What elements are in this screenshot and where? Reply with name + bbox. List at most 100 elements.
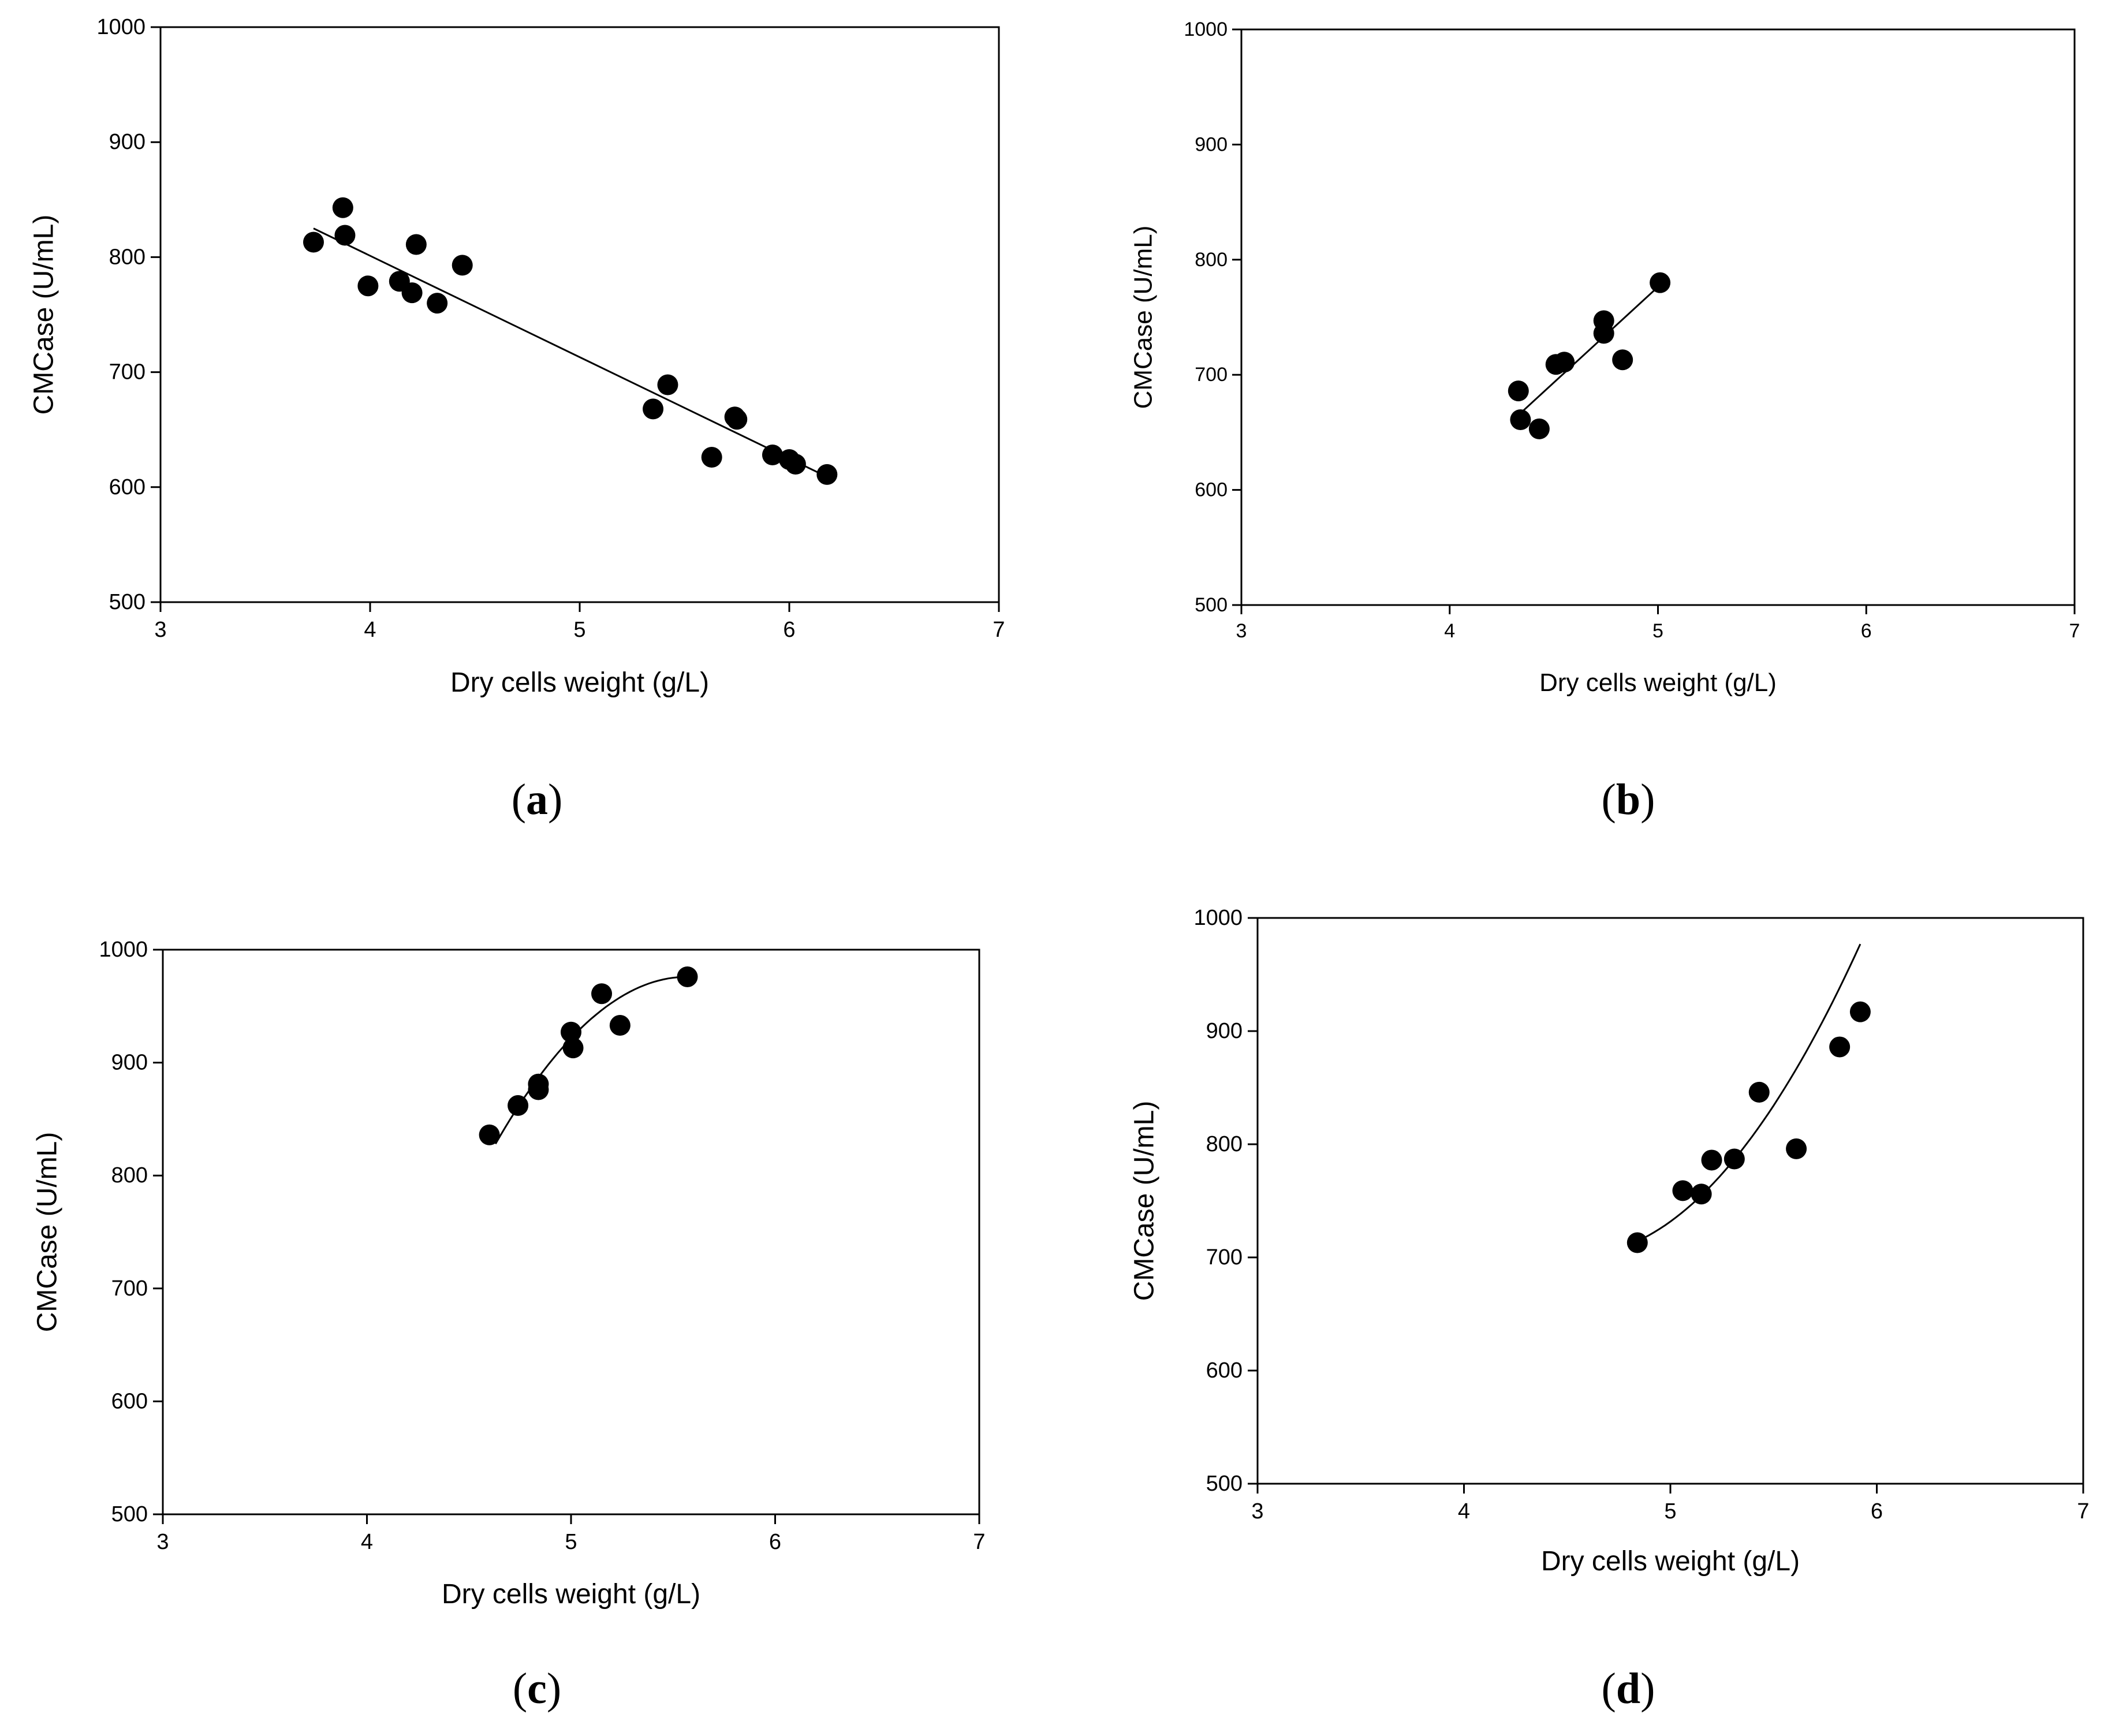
x-tick-label: 6 xyxy=(1871,1499,1883,1524)
y-tick-label: 700 xyxy=(1195,364,1228,386)
x-tick-label: 4 xyxy=(1458,1499,1470,1524)
fit-line xyxy=(313,227,827,478)
data-point xyxy=(427,293,448,314)
data-point xyxy=(1508,380,1529,402)
y-tick-label: 800 xyxy=(109,245,146,269)
data-point xyxy=(1786,1138,1807,1159)
x-tick-label: 7 xyxy=(973,1530,985,1554)
data-point xyxy=(332,197,353,218)
x-tick-label: 7 xyxy=(2069,620,2080,642)
data-point xyxy=(357,275,379,297)
data-point xyxy=(508,1095,529,1116)
data-point xyxy=(1829,1036,1851,1058)
plot-frame xyxy=(1256,917,2084,1485)
panel-label: (d) xyxy=(1602,1664,1655,1713)
y-tick-label: 900 xyxy=(109,130,146,154)
x-tick-label: 4 xyxy=(1444,620,1455,642)
y-tick-label: 600 xyxy=(1195,479,1228,501)
data-point xyxy=(1650,272,1671,293)
y-tick-label: 500 xyxy=(109,590,146,614)
y-tick-label: 700 xyxy=(109,360,146,384)
x-tick-label: 5 xyxy=(1664,1499,1676,1524)
y-axis-label: CMCase (U/mL) xyxy=(1129,1101,1160,1301)
x-tick-label: 5 xyxy=(573,618,585,642)
x-tick-label: 5 xyxy=(1652,620,1663,642)
data-point xyxy=(528,1073,549,1095)
data-point xyxy=(401,282,423,304)
data-point xyxy=(1849,1001,1871,1022)
data-point xyxy=(816,464,838,485)
y-tick-label: 600 xyxy=(1206,1358,1243,1383)
x-axis-label: Dry cells weight (g/L) xyxy=(442,1579,700,1610)
data-point xyxy=(1691,1184,1712,1205)
data-point xyxy=(561,1021,581,1043)
y-axis-label: CMCase (U/mL) xyxy=(32,1132,63,1332)
y-tick-label: 800 xyxy=(1195,249,1228,271)
x-axis-label: Dry cells weight (g/L) xyxy=(1539,669,1777,697)
data-point xyxy=(657,374,678,395)
panel-label: (b) xyxy=(1602,775,1655,824)
fit-line xyxy=(1517,284,1661,416)
data-point xyxy=(405,234,427,255)
fit-line xyxy=(1643,943,1861,1240)
chart-panel-b: 500 600 700 800 900 1000 3 4 5 6 7 Dry cells weight… xyxy=(1129,18,2080,824)
data-point xyxy=(726,409,748,430)
y-tick-label: 700 xyxy=(1206,1245,1243,1270)
data-point xyxy=(1672,1180,1693,1201)
data-point xyxy=(562,1037,584,1059)
x-axis-label: Dry cells weight (g/L) xyxy=(1541,1546,1800,1577)
fit-line xyxy=(494,976,688,1145)
data-point xyxy=(677,966,698,987)
y-tick-label: 500 xyxy=(111,1502,148,1526)
chart-panel-d: 500 600 700 800 900 1000 3 4 5 6 7 Dry cells weight… xyxy=(1129,906,2090,1713)
x-tick-label: 5 xyxy=(565,1530,577,1554)
data-point xyxy=(452,255,473,276)
y-tick-label: 800 xyxy=(111,1163,148,1188)
data-point xyxy=(1748,1081,1770,1103)
x-tick-label: 6 xyxy=(783,618,795,642)
x-tick-label: 3 xyxy=(154,618,166,642)
data-point xyxy=(1554,352,1575,373)
data-point xyxy=(1528,418,1550,439)
data-point xyxy=(1701,1149,1722,1171)
data-point xyxy=(479,1124,500,1145)
x-tick-label: 6 xyxy=(1861,620,1872,642)
x-tick-label: 3 xyxy=(156,1530,169,1554)
data-point xyxy=(1510,409,1531,430)
x-axis-label: Dry cells weight (g/L) xyxy=(450,667,709,698)
y-tick-label: 600 xyxy=(111,1389,148,1413)
y-tick-label: 900 xyxy=(111,1051,148,1075)
y-tick-label: 1000 xyxy=(96,15,146,39)
x-tick-label: 3 xyxy=(1251,1499,1263,1524)
y-tick-label: 700 xyxy=(111,1276,148,1301)
data-point xyxy=(609,1015,631,1036)
plot-frame xyxy=(1240,28,2076,606)
y-tick-label: 1000 xyxy=(1193,906,1243,930)
data-point xyxy=(785,453,806,475)
x-tick-label: 3 xyxy=(1236,620,1247,642)
x-tick-label: 4 xyxy=(361,1530,373,1554)
x-tick-label: 7 xyxy=(2077,1499,2089,1524)
y-tick-label: 600 xyxy=(109,475,146,499)
y-tick-label: 900 xyxy=(1195,133,1228,155)
data-point xyxy=(643,398,664,420)
data-point xyxy=(1612,349,1633,371)
chart-panel-a: 500 600 700 800 900 1000 3 4 5 6 7 Dry cells weight… xyxy=(29,15,1005,824)
data-point xyxy=(1724,1148,1745,1170)
y-tick-label: 900 xyxy=(1206,1019,1243,1043)
chart-panel-c: 500 600 700 800 900 1000 3 4 5 6 7 Dry cells weight… xyxy=(32,938,986,1713)
data-point xyxy=(1627,1232,1648,1253)
y-tick-label: 500 xyxy=(1206,1472,1243,1496)
data-point xyxy=(334,225,356,246)
y-tick-label: 800 xyxy=(1206,1132,1243,1156)
y-tick-label: 1000 xyxy=(1184,18,1228,40)
data-point xyxy=(1593,323,1614,344)
y-axis-label: CMCase (U/mL) xyxy=(1129,226,1158,409)
data-point xyxy=(762,445,783,466)
panel-label: (c) xyxy=(513,1664,561,1713)
data-point xyxy=(701,447,722,468)
y-tick-label: 1000 xyxy=(99,938,148,962)
x-tick-label: 4 xyxy=(364,618,376,642)
y-axis-label: CMCase (U/mL) xyxy=(29,215,59,415)
